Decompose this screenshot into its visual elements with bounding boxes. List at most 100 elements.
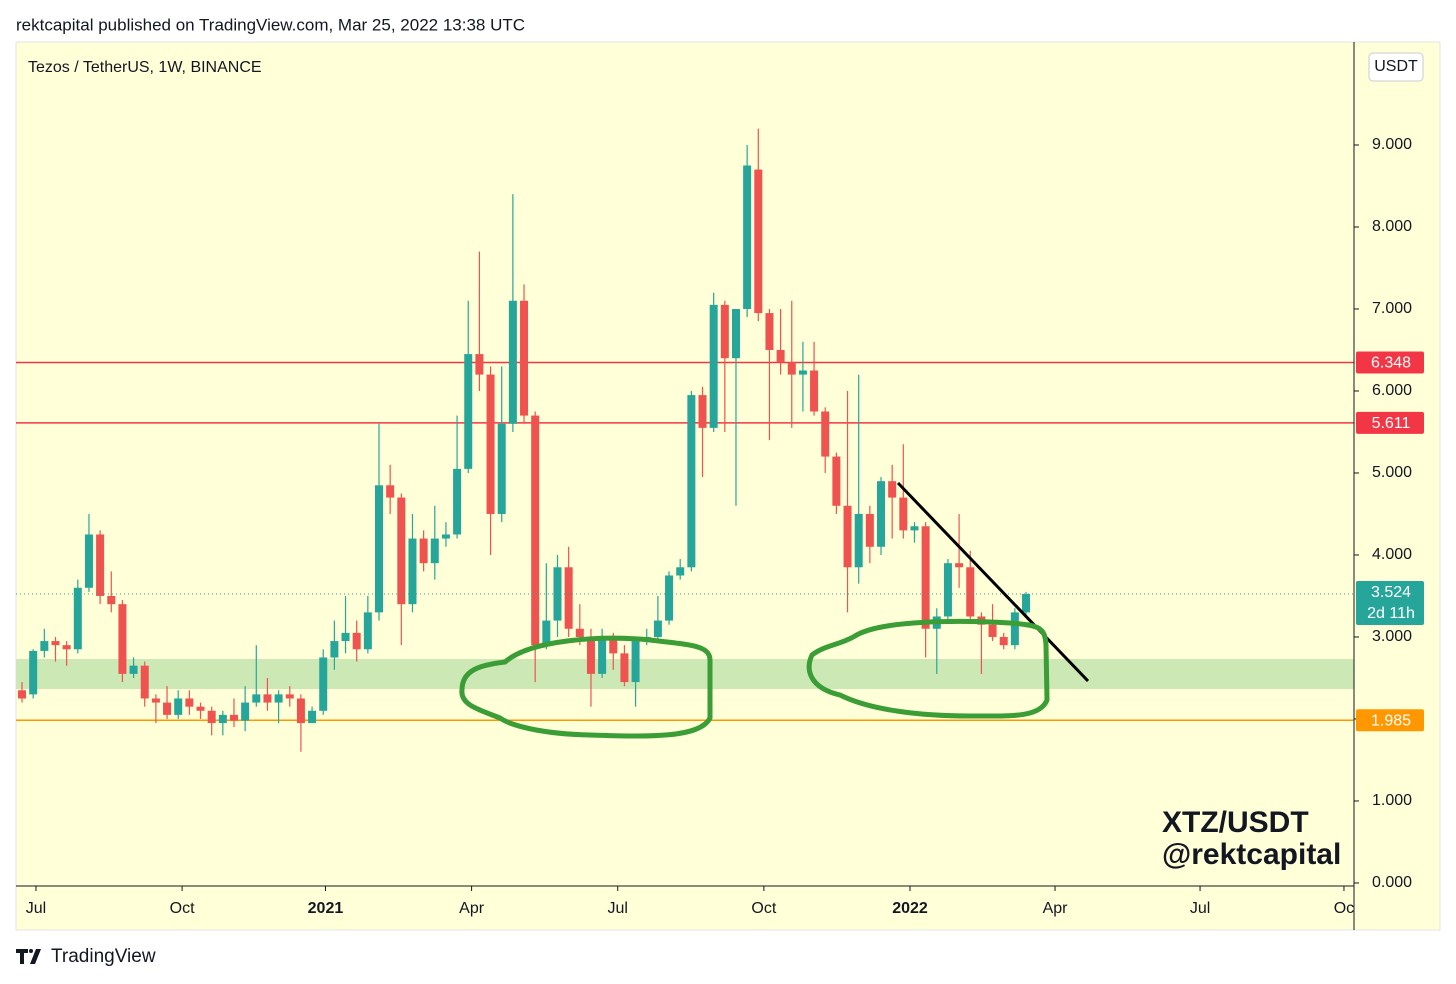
candle-body bbox=[754, 169, 763, 314]
candle-body bbox=[1010, 612, 1019, 646]
y-tick-label: 7.000 bbox=[1372, 300, 1412, 317]
candle-body bbox=[430, 538, 439, 564]
candle-body bbox=[888, 481, 897, 498]
candle-body bbox=[531, 415, 540, 646]
candle-body bbox=[765, 313, 774, 350]
y-tick-label: 3.000 bbox=[1372, 628, 1412, 645]
candle-body bbox=[586, 636, 595, 674]
trend-line bbox=[896, 481, 1090, 683]
candle-body bbox=[486, 374, 495, 514]
candle-body bbox=[241, 702, 250, 721]
candle-body bbox=[743, 165, 752, 309]
watermark: XTZ/USDT bbox=[1162, 806, 1309, 839]
currency-label: USDT bbox=[1374, 58, 1418, 75]
support-zone bbox=[16, 659, 1354, 689]
candle-body bbox=[653, 620, 662, 637]
candle-body bbox=[341, 632, 350, 642]
x-tick-label: Jul bbox=[608, 900, 628, 917]
level-label: 6.348 bbox=[1371, 355, 1411, 372]
candle-body bbox=[999, 636, 1008, 646]
candle-body bbox=[263, 694, 272, 703]
y-tick-label: 8.000 bbox=[1372, 218, 1412, 235]
candle-body bbox=[207, 710, 216, 724]
last-price-label: 3.524 bbox=[1371, 584, 1411, 601]
candle-body bbox=[843, 505, 852, 568]
x-tick-label: Apr bbox=[1043, 900, 1069, 917]
currency-button[interactable] bbox=[1368, 52, 1424, 82]
candle-body bbox=[140, 665, 149, 699]
candle-body bbox=[62, 645, 71, 650]
candle-body bbox=[73, 587, 82, 650]
level-label: 5.611 bbox=[1372, 415, 1411, 432]
candle-body bbox=[29, 650, 38, 695]
y-tick-label: 5.000 bbox=[1372, 464, 1412, 481]
candle-body bbox=[375, 485, 384, 613]
x-tick-label: Jul bbox=[1190, 900, 1210, 917]
candle-body bbox=[854, 513, 863, 568]
x-tick-label: Oct bbox=[751, 900, 776, 917]
candle-body bbox=[832, 456, 841, 506]
candle-body bbox=[564, 567, 573, 629]
candle-body bbox=[988, 624, 997, 637]
candle-body bbox=[966, 567, 975, 617]
candle-body bbox=[865, 513, 874, 547]
candle-body bbox=[296, 698, 305, 724]
candle-body bbox=[553, 567, 562, 621]
candle-body bbox=[252, 694, 261, 703]
candle-body bbox=[899, 497, 908, 531]
y-tick-label: 0.000 bbox=[1372, 874, 1412, 891]
last-price-box bbox=[1356, 581, 1424, 626]
hand-drawn-circle bbox=[806, 618, 1050, 719]
candle-body bbox=[330, 641, 339, 658]
candle-body bbox=[665, 575, 674, 621]
candle-body bbox=[386, 485, 395, 498]
candle-body bbox=[96, 534, 105, 596]
candle-body bbox=[676, 567, 685, 576]
candle-body bbox=[40, 641, 49, 651]
candle-body bbox=[274, 694, 283, 703]
candle-body bbox=[441, 534, 450, 539]
candle-body bbox=[687, 395, 696, 568]
publish-header: rektcapital published on TradingView.com… bbox=[16, 15, 525, 34]
level-label-box bbox=[1356, 351, 1424, 374]
candle-body bbox=[319, 657, 328, 711]
candle-body bbox=[151, 698, 160, 703]
x-tick-label: Apr bbox=[459, 900, 485, 917]
candle-body bbox=[397, 497, 406, 605]
candle-body bbox=[285, 694, 294, 699]
x-tick-label: 2021 bbox=[308, 900, 344, 917]
candle-body bbox=[419, 538, 428, 564]
level-label-box bbox=[1356, 709, 1424, 732]
candle-body bbox=[196, 706, 205, 711]
candle-body bbox=[810, 370, 819, 412]
candle-body bbox=[163, 702, 172, 715]
candle-body bbox=[709, 304, 718, 428]
candle-body bbox=[731, 308, 740, 359]
candle-body bbox=[520, 300, 529, 416]
y-tick-label: 6.000 bbox=[1372, 382, 1412, 399]
candle-body bbox=[363, 612, 372, 650]
candle-body bbox=[631, 641, 640, 683]
candle-body bbox=[18, 690, 27, 699]
candle-body bbox=[698, 395, 707, 428]
candle-body bbox=[575, 628, 584, 637]
candle-body bbox=[475, 354, 484, 375]
watermark: @rektcapital bbox=[1162, 838, 1341, 871]
candle-body bbox=[118, 604, 127, 674]
y-tick-label: 9.000 bbox=[1372, 136, 1412, 153]
candle-body bbox=[609, 636, 618, 654]
candle-body bbox=[185, 698, 194, 707]
candle-body bbox=[1022, 594, 1031, 613]
brand: TradingView bbox=[51, 946, 156, 967]
candle-body bbox=[798, 370, 807, 375]
candle-body bbox=[308, 710, 317, 724]
candle-body bbox=[787, 362, 796, 375]
y-tick-label: 4.000 bbox=[1372, 546, 1412, 563]
candle-body bbox=[352, 632, 361, 650]
candle-body bbox=[620, 653, 629, 683]
candle-body bbox=[508, 300, 517, 424]
candle-body bbox=[174, 698, 183, 715]
candle-body bbox=[598, 636, 607, 674]
symbol-title: Tezos / TetherUS, 1W, BINANCE bbox=[28, 59, 262, 76]
